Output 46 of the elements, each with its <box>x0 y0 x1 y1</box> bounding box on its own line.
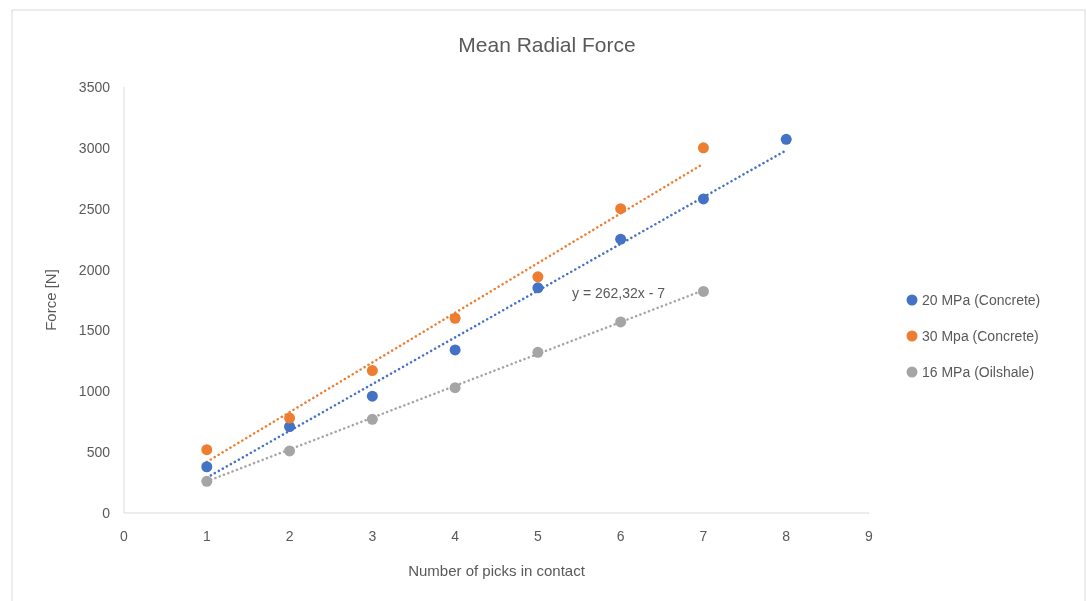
point <box>615 233 627 245</box>
x-tick-label: 2 <box>285 528 294 544</box>
point <box>697 285 709 297</box>
point <box>284 412 296 424</box>
point <box>615 316 627 328</box>
y-tick-label: 1000 <box>78 383 111 400</box>
point <box>532 346 544 358</box>
point <box>366 365 378 377</box>
x-tick-label: 3 <box>368 528 377 544</box>
x-tick-label: 6 <box>616 528 625 544</box>
point <box>532 282 544 294</box>
x-tick-label: 8 <box>782 528 791 544</box>
annotation: y = 262,32x - 7 <box>572 285 666 301</box>
legend-label: 30 Mpa (Concrete) <box>922 328 1039 344</box>
y-tick-label: 2000 <box>78 261 111 278</box>
point <box>449 312 461 324</box>
point <box>615 203 627 215</box>
point <box>284 445 296 457</box>
point <box>201 475 213 487</box>
point <box>366 390 378 402</box>
y-tick-label: 0 <box>102 505 111 521</box>
x-tick-label: 9 <box>865 528 874 544</box>
y-tick-label: 3000 <box>78 139 111 156</box>
point <box>201 461 213 473</box>
y-tick-label: 2500 <box>78 200 111 217</box>
point <box>780 133 792 145</box>
point <box>449 382 461 394</box>
point <box>366 413 378 425</box>
point <box>449 344 461 356</box>
y-tick-label: 1500 <box>78 322 111 339</box>
legend-label: 16 MPa (Oilshale) <box>922 364 1035 380</box>
legend-label: 20 MPa (Concrete) <box>922 292 1041 308</box>
point <box>697 142 709 154</box>
chart-title: Mean Radial Force <box>458 33 636 56</box>
point <box>532 271 544 283</box>
x-axis-title: Number of picks in contact <box>408 562 586 579</box>
point <box>697 193 709 205</box>
x-tick-label: 5 <box>533 528 542 544</box>
x-tick-label: 4 <box>451 528 460 544</box>
y-axis-title: Force [N] <box>42 269 59 331</box>
point <box>201 444 213 456</box>
x-tick-label: 1 <box>202 528 211 544</box>
y-tick-label: 500 <box>86 444 111 461</box>
x-tick-label: 0 <box>120 528 129 544</box>
x-tick-label: 7 <box>699 528 708 544</box>
y-tick-label: 3500 <box>78 79 111 95</box>
